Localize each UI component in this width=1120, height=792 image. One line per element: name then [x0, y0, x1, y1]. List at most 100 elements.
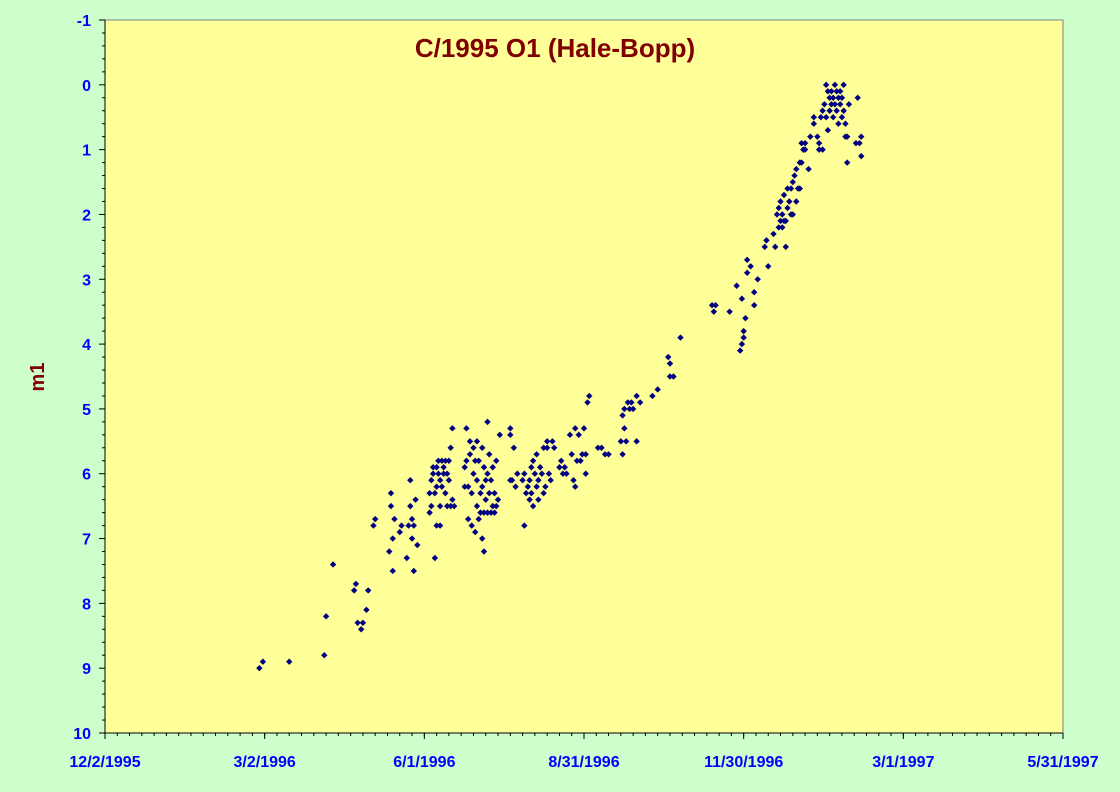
data-point — [738, 340, 746, 348]
data-point — [624, 399, 632, 406]
chart-title: C/1995 O1 (Hale-Bopp) — [415, 33, 695, 63]
data-point — [438, 457, 446, 464]
data-point — [579, 451, 586, 458]
data-point — [845, 101, 853, 108]
data-point — [433, 483, 440, 490]
data-point — [754, 276, 761, 283]
data-point — [547, 477, 554, 484]
data-point — [796, 185, 804, 192]
data-point — [828, 101, 835, 108]
data-point — [556, 464, 563, 471]
data-point — [829, 114, 837, 121]
data-point — [533, 451, 540, 458]
data-point — [708, 302, 716, 309]
data-point — [575, 431, 582, 439]
data-point — [449, 425, 456, 432]
data-point — [410, 522, 418, 529]
y-tick-label: 3 — [82, 272, 91, 289]
data-point — [559, 470, 567, 477]
data-point — [775, 224, 782, 231]
data-point — [580, 425, 588, 432]
data-point — [468, 489, 475, 497]
data-point — [772, 243, 779, 251]
data-point — [364, 587, 372, 594]
data-point — [636, 399, 644, 406]
data-point — [810, 114, 818, 121]
x-axis-ticks: 12/2/1995 3/2/1996 6/1/1996 8/31/1996 11/30/… — [69, 733, 1099, 771]
data-point — [489, 502, 496, 510]
data-point — [519, 477, 526, 484]
data-point — [831, 101, 839, 108]
data-point — [540, 489, 547, 497]
data-point — [431, 489, 439, 497]
data-point — [793, 198, 800, 205]
data-point — [468, 522, 475, 529]
y-tick-label: -1 — [77, 13, 91, 30]
data-point — [622, 438, 630, 445]
data-point — [815, 146, 823, 153]
data-point — [801, 139, 809, 147]
data-point — [479, 535, 486, 542]
data-point — [742, 314, 749, 322]
data-point — [447, 444, 454, 451]
data-point — [407, 502, 414, 510]
data-point — [750, 289, 758, 296]
data-point — [842, 120, 849, 127]
data-point — [819, 146, 826, 153]
x-tick-label: 3/2/1996 — [234, 754, 296, 771]
data-point — [793, 165, 800, 173]
data-point — [486, 451, 493, 458]
data-point — [798, 139, 805, 147]
data-point — [740, 334, 747, 341]
y-tick-label: 2 — [82, 207, 91, 224]
data-point — [521, 522, 528, 529]
data-point — [405, 522, 412, 529]
x-tick-label: 3/1/1997 — [872, 754, 934, 771]
data-point — [436, 477, 444, 484]
data-point — [529, 502, 537, 510]
data-point — [508, 477, 516, 484]
data-point — [633, 438, 640, 445]
data-point — [817, 114, 825, 121]
data-point — [773, 211, 781, 218]
data-point — [482, 496, 489, 503]
data-point — [494, 496, 502, 503]
data-point — [782, 217, 789, 225]
data-point — [524, 483, 532, 490]
data-point — [626, 405, 633, 413]
data-point — [359, 619, 367, 627]
data-point — [666, 373, 674, 380]
data-point — [329, 561, 337, 568]
data-point — [763, 237, 770, 244]
data-point — [536, 464, 544, 471]
data-point — [414, 541, 421, 549]
data-point — [733, 282, 740, 289]
data-point — [389, 567, 396, 575]
data-point — [466, 451, 474, 458]
data-point — [586, 392, 593, 400]
data-point — [445, 477, 453, 484]
data-point — [843, 133, 851, 140]
data-point — [321, 652, 328, 659]
data-point — [747, 263, 754, 270]
data-point — [486, 489, 493, 497]
data-point — [449, 496, 456, 503]
data-point — [386, 548, 393, 555]
data-point — [598, 444, 605, 451]
data-point — [828, 88, 835, 95]
data-point — [836, 101, 844, 108]
data-point — [507, 431, 514, 439]
data-point — [838, 114, 846, 121]
data-point — [798, 159, 805, 166]
data-point — [540, 444, 547, 451]
data-point — [628, 399, 635, 406]
data-point — [480, 548, 488, 555]
data-point — [836, 88, 844, 95]
data-point — [838, 94, 846, 101]
y-tick-label: 7 — [82, 532, 91, 549]
data-point — [443, 470, 451, 477]
data-point — [533, 483, 540, 490]
data-point — [426, 489, 433, 497]
data-point — [357, 626, 365, 633]
data-point — [550, 444, 558, 451]
